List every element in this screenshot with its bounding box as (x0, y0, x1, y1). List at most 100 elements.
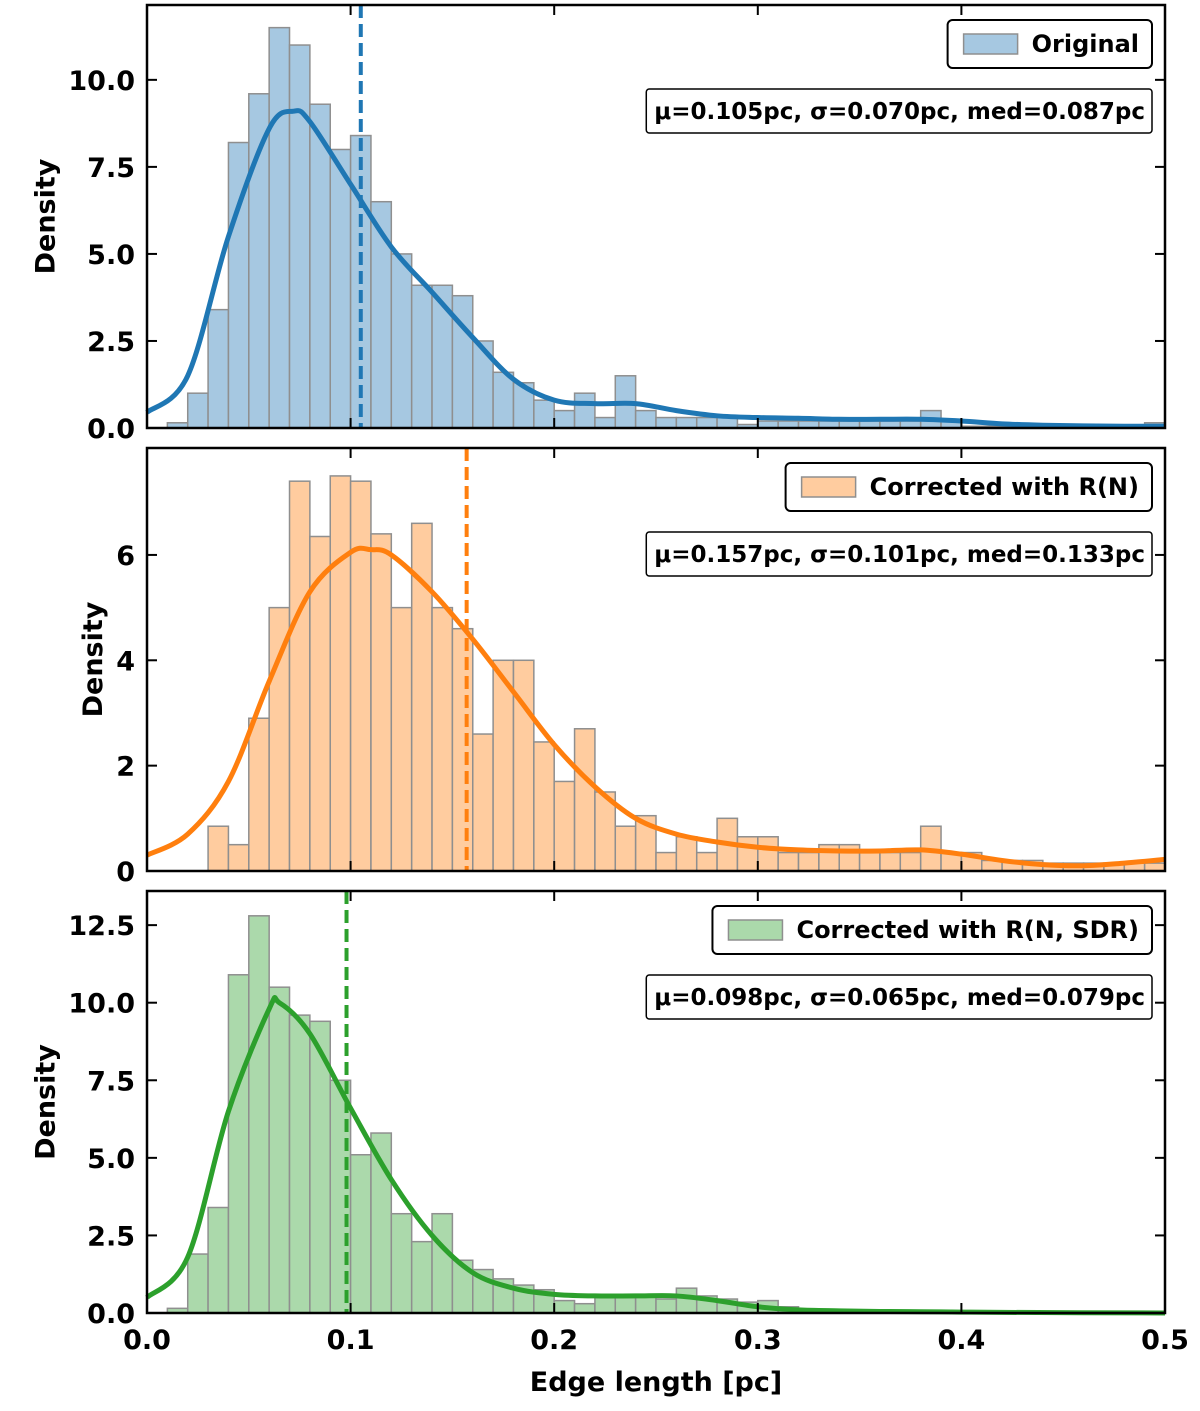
x-tick-label: 0.2 (530, 1325, 578, 1356)
y-tick-label: 10.0 (68, 66, 135, 97)
y-tick-label: 2.5 (87, 327, 135, 358)
histogram-bar (410, 284, 433, 429)
plot-frame (145, 889, 1167, 1315)
histogram-bar (879, 851, 902, 872)
histogram-bar (553, 409, 576, 429)
histogram-bar (573, 392, 596, 429)
panel: 0.0 0.1 0.2 0.3 0.4 0.5 Edge length [pc] 0.0 2.5… (30, 889, 1189, 1398)
x-tick-label: 0.4 (937, 1325, 985, 1356)
histogram-bar (370, 533, 393, 872)
legend-box (711, 905, 1153, 955)
histogram-bar (288, 480, 311, 872)
histogram-bar (797, 851, 820, 872)
y-axis-label: Density (78, 601, 109, 717)
legend-swatch (962, 33, 1019, 55)
annotation-box (645, 88, 1153, 134)
kde-line (145, 994, 1166, 1316)
histogram-bar (349, 480, 372, 872)
histogram-bar (736, 836, 759, 872)
y-tick-label: 7.5 (87, 153, 135, 184)
histogram-bar (655, 851, 678, 872)
legend-label: Corrected with R(N, SDR) (796, 916, 1139, 944)
histogram-bar (329, 148, 352, 429)
histogram-bar (186, 1253, 209, 1314)
legend-box (784, 462, 1153, 512)
y-tick-label: 12.5 (68, 911, 135, 942)
histogram-bar (309, 103, 331, 429)
annotation: μ=0.098pc, σ=0.065pc, med=0.079pc (654, 985, 1145, 1011)
y-axis-label: Density (30, 1044, 61, 1160)
legend-swatch (727, 919, 784, 941)
legend-swatch (800, 476, 857, 498)
histogram-bar (451, 627, 474, 872)
annotation: μ=0.157pc, σ=0.101pc, med=0.133pc (654, 542, 1145, 568)
histogram-bar (248, 93, 270, 429)
histogram-bar (390, 1212, 413, 1314)
histogram-bar (675, 416, 698, 429)
kde-line (145, 108, 1166, 429)
histogram-bar (410, 1240, 433, 1314)
histogram-bar (390, 253, 413, 429)
y-tick-label: 0.0 (87, 1299, 135, 1330)
x-axis-label: Edge length [pc] (530, 1367, 782, 1398)
y-axis-label: Density (30, 158, 61, 274)
histogram-bar (655, 1298, 678, 1314)
y-tick-label: 2 (116, 752, 135, 783)
annotation-box (645, 531, 1153, 577)
x-tick-label: 0.1 (327, 1325, 375, 1356)
histogram-bar (329, 475, 352, 872)
histogram-bar (268, 26, 291, 429)
histogram-bar (207, 825, 230, 872)
histogram-bar (431, 1212, 454, 1314)
histogram-bar (227, 974, 250, 1314)
panel: 0.0 2.5 5.0 7.5 10.0 Density Original μ=0.105pc… (30, 3, 1167, 445)
histogram-bar (695, 416, 718, 429)
y-tick-label: 4 (116, 646, 135, 677)
histogram-bar (614, 1296, 637, 1314)
legend-label: Original (1032, 30, 1139, 58)
y-tick-label: 5.0 (87, 240, 135, 271)
y-tick-label: 7.5 (87, 1066, 135, 1097)
x-tick-label: 0.5 (1141, 1325, 1189, 1356)
annotation-box (645, 974, 1153, 1020)
histogram-bar (675, 1287, 698, 1314)
legend-box (946, 19, 1153, 69)
histogram-bar (614, 825, 637, 872)
annotation: μ=0.105pc, σ=0.070pc, med=0.087pc (654, 99, 1145, 125)
histogram-bar (288, 1014, 311, 1314)
histogram-bar (594, 1296, 617, 1314)
y-tick-label: 5.0 (87, 1144, 135, 1175)
histogram-bar (288, 44, 311, 429)
histogram-bar (390, 606, 413, 872)
histogram-bar (349, 1154, 372, 1314)
histogram-bar (227, 843, 250, 872)
x-tick-label: 0.3 (734, 1325, 782, 1356)
histogram-bar (472, 733, 494, 872)
histogram-bar (268, 606, 291, 872)
histogram-bar (777, 851, 800, 872)
histogram-bar (553, 780, 576, 872)
y-tick-label: 0.0 (87, 414, 135, 445)
histogram-bar (492, 371, 515, 429)
x-tick-label: 0.0 (123, 1325, 171, 1356)
histogram-bar (533, 399, 555, 429)
plot-frame (145, 3, 1167, 430)
histogram-bar (695, 851, 718, 872)
histogram-bar (186, 392, 209, 429)
histogram-bar (594, 416, 617, 429)
legend-label: Corrected with R(N) (870, 473, 1139, 501)
histogram-bar (553, 1299, 576, 1314)
histogram-bar (207, 308, 230, 429)
y-tick-label: 6 (116, 541, 135, 572)
histogram-bar (899, 851, 922, 872)
histogram-bar (573, 728, 596, 872)
y-tick-label: 2.5 (87, 1221, 135, 1252)
histogram-bar (248, 717, 270, 872)
histogram-bar (675, 836, 698, 872)
histogram-bar (248, 915, 270, 1314)
kde-line (145, 545, 1166, 869)
histogram-bar (268, 986, 291, 1314)
histogram-bar (757, 836, 779, 872)
y-tick-label: 0 (116, 857, 135, 888)
